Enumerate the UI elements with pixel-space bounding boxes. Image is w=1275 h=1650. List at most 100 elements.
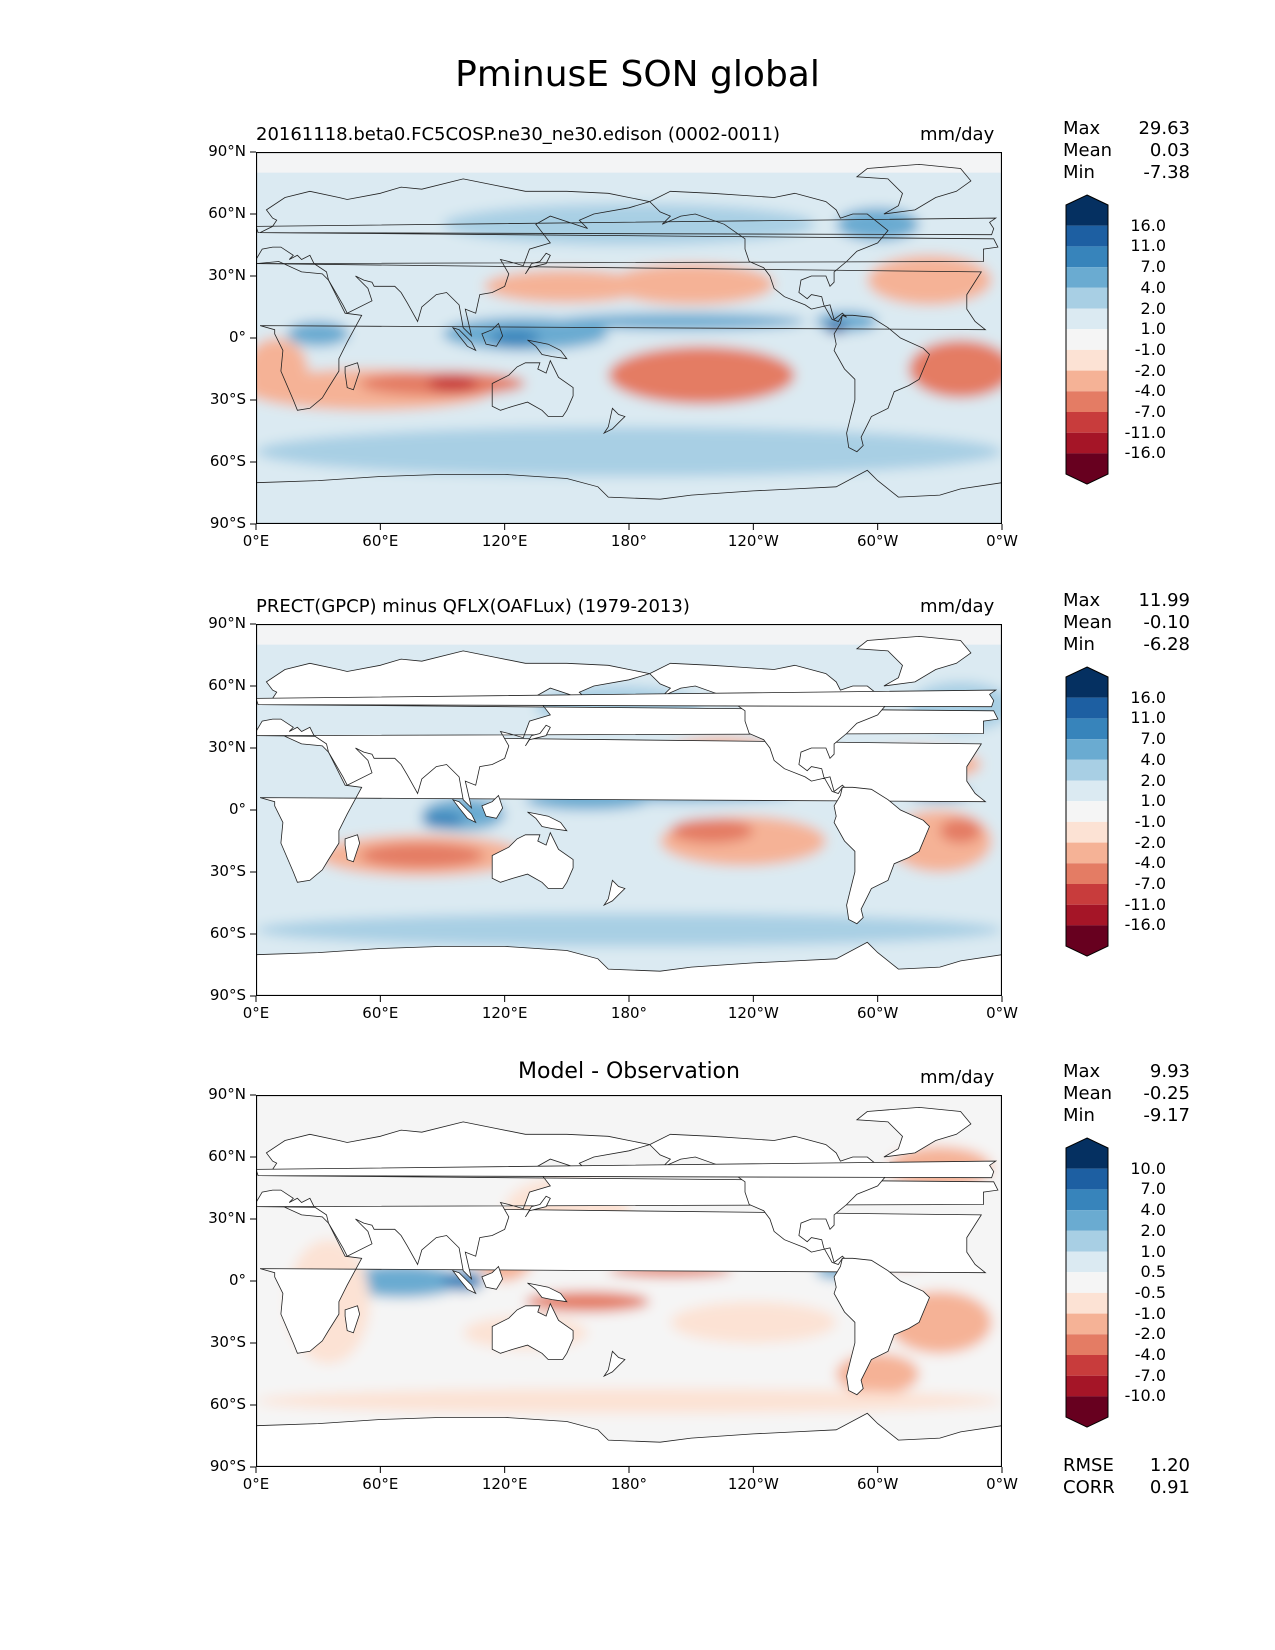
arctic-band bbox=[256, 624, 1002, 645]
x-tick-label: 60°E bbox=[362, 532, 399, 550]
colorbar-level-label: 16.0 bbox=[1130, 687, 1166, 707]
contour-region bbox=[670, 1301, 837, 1343]
coastline-sumatra bbox=[451, 798, 477, 824]
colorbar-level-label: -1.0 bbox=[1134, 1303, 1166, 1323]
colorbar-level-label: 11.0 bbox=[1130, 708, 1166, 728]
metric-label-corr: CORR bbox=[1063, 1477, 1115, 1498]
x-tick-label: 120°W bbox=[727, 532, 779, 550]
colorbar-level-label: -2.0 bbox=[1134, 1324, 1166, 1344]
coastline-sumatra bbox=[451, 326, 477, 352]
coastline-japan bbox=[525, 252, 551, 275]
contour-region bbox=[442, 203, 816, 245]
x-tick-label: 120°E bbox=[481, 1475, 528, 1493]
coastline-greenland bbox=[855, 635, 972, 687]
coastline-namerica bbox=[649, 190, 889, 322]
coastline-sumatra bbox=[451, 1269, 477, 1295]
colorbar-level-label: -11.0 bbox=[1124, 422, 1166, 442]
y-tick-label: 90°S bbox=[209, 986, 246, 1004]
coastline-nz bbox=[602, 879, 626, 907]
colorbar-level-label: 2.0 bbox=[1140, 298, 1166, 318]
colorbar-segment bbox=[1066, 904, 1108, 926]
colorbar-level-label: 16.0 bbox=[1130, 215, 1166, 235]
colorbar-level-label: -2.0 bbox=[1134, 832, 1166, 852]
coastline-greenland bbox=[855, 1106, 972, 1158]
colorbar-level-label: 7.0 bbox=[1140, 729, 1166, 749]
contour-region bbox=[256, 338, 308, 400]
coastline-japan bbox=[525, 724, 551, 747]
colorbar-segment bbox=[1066, 225, 1108, 247]
colorbar-segment bbox=[1066, 287, 1108, 309]
colorbar-segment bbox=[1066, 349, 1108, 371]
x-tick-label: 180° bbox=[610, 532, 648, 550]
metric-value-rmse: 1.20 bbox=[1149, 1455, 1190, 1476]
coastline-nz bbox=[602, 1350, 626, 1378]
arctic-band bbox=[256, 1095, 1002, 1116]
colorbar-extend-top bbox=[1066, 195, 1108, 226]
coastlines bbox=[256, 635, 1002, 996]
colorbar-level-label: 7.0 bbox=[1140, 1179, 1166, 1199]
colorbar-segment bbox=[1066, 1168, 1108, 1190]
contour-region bbox=[836, 207, 920, 241]
colorbar-level-label: -1.0 bbox=[1134, 339, 1166, 359]
colorbar-level-label: -16.0 bbox=[1124, 915, 1166, 935]
colorbar-level-label: -11.0 bbox=[1124, 894, 1166, 914]
colorbar-extend-top bbox=[1066, 1138, 1108, 1169]
colorbar-segment bbox=[1066, 1355, 1108, 1376]
contour-region bbox=[939, 818, 982, 844]
colorbar-segment bbox=[1066, 308, 1108, 330]
y-tick-label: 30°N bbox=[208, 1209, 246, 1227]
y-tick-label: 60°N bbox=[208, 1147, 246, 1165]
colorbar-segment bbox=[1066, 842, 1108, 864]
colorbar-level-label: 4.0 bbox=[1140, 749, 1166, 769]
colorbar-level-label: -4.0 bbox=[1134, 381, 1166, 401]
colorbar-level-label: 2.0 bbox=[1140, 770, 1166, 790]
colorbar-segment bbox=[1066, 801, 1108, 822]
coastline-samerica bbox=[833, 1257, 930, 1396]
colorbar bbox=[1065, 194, 1109, 485]
colorbar-level-label: 4.0 bbox=[1140, 277, 1166, 297]
stat-label-min: Min bbox=[1063, 162, 1095, 183]
colorbar-segment bbox=[1066, 1230, 1108, 1252]
y-tick-label: 30°N bbox=[208, 738, 246, 756]
colorbar-extend-bottom bbox=[1066, 1396, 1108, 1428]
colorbar-segment bbox=[1066, 884, 1108, 905]
colorbar-segment bbox=[1066, 1251, 1108, 1273]
y-tick-label: 30°N bbox=[208, 266, 246, 284]
stat-value-min: -9.17 bbox=[1143, 1105, 1190, 1126]
stat-label-max: Max bbox=[1063, 1061, 1101, 1082]
y-tick-label: 60°S bbox=[209, 1395, 246, 1413]
coastline-japan bbox=[525, 1195, 551, 1218]
contour-region bbox=[421, 812, 464, 829]
colorbar-level-label: -1.0 bbox=[1134, 811, 1166, 831]
stat-label-min: Min bbox=[1063, 634, 1095, 655]
y-tick-label: 90°N bbox=[208, 142, 246, 160]
colorbar-level-label: 4.0 bbox=[1140, 1200, 1166, 1220]
units-label: mm/day bbox=[920, 1067, 995, 1088]
contour-region bbox=[490, 329, 540, 347]
colorbar-level-label: -7.0 bbox=[1134, 874, 1166, 893]
colorbar-segment bbox=[1066, 1210, 1108, 1231]
colorbar-segment bbox=[1066, 821, 1108, 843]
y-tick-label: 90°N bbox=[208, 1085, 246, 1103]
stat-label-max: Max bbox=[1063, 118, 1101, 139]
coastlines bbox=[256, 163, 1002, 524]
contour-field bbox=[256, 152, 1002, 524]
colorbar-segment bbox=[1066, 739, 1108, 760]
units-label: mm/day bbox=[920, 596, 995, 617]
map-plot bbox=[256, 152, 1002, 524]
stat-value-max: 11.99 bbox=[1138, 590, 1190, 611]
stat-value-mean: -0.10 bbox=[1143, 612, 1190, 633]
x-tick-label: 120°E bbox=[481, 532, 528, 550]
colorbar-level-label: 7.0 bbox=[1140, 257, 1166, 277]
colorbar bbox=[1065, 666, 1109, 957]
coastline-newguinea bbox=[527, 811, 568, 832]
colorbar-extend-bottom bbox=[1066, 925, 1108, 957]
colorbar-level-label: 1.0 bbox=[1140, 1241, 1166, 1261]
coastline-samerica bbox=[833, 786, 930, 925]
stat-label-min: Min bbox=[1063, 1105, 1095, 1126]
coastline-madagascar bbox=[344, 362, 361, 391]
colorbar-outline bbox=[1065, 1137, 1109, 1428]
map-frame bbox=[256, 624, 1002, 996]
panel-title: Model - Observation bbox=[518, 1059, 740, 1084]
y-tick-label: 30°S bbox=[209, 862, 246, 880]
